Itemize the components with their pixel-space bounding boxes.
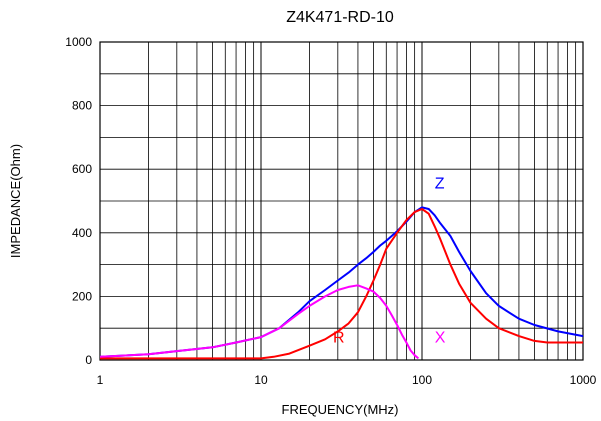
series-label-x: X: [435, 330, 446, 347]
plot-frame: [99, 41, 584, 361]
x-tick-label: 10: [254, 373, 268, 387]
plot-border: [99, 41, 584, 361]
y-tick-label: 800: [72, 99, 92, 113]
y-tick-label: 600: [72, 162, 92, 176]
series-label-z: Z: [435, 175, 445, 192]
tick-labels: 1 10 100 1000 0 200 400 600 800 1000: [65, 35, 596, 387]
y-tick-label: 0: [85, 353, 92, 367]
series-label-r: R: [333, 330, 345, 347]
x-axis-label: FREQUENCY(MHz): [282, 402, 399, 417]
series-group: [99, 206, 584, 360]
y-tick-label: 400: [72, 226, 92, 240]
x-tick-label: 1000: [570, 373, 597, 387]
y-axis-label: IMPEDANCE(Ohm): [8, 144, 23, 258]
y-tick-label: 200: [72, 289, 92, 303]
y-tick-label: 1000: [65, 35, 92, 49]
x-tick-label: 1: [97, 373, 104, 387]
series-labels: Z R X: [333, 175, 446, 346]
series-line-x: [99, 284, 420, 360]
chart-title: Z4K471-RD-10: [286, 9, 394, 26]
series-line-r: [100, 208, 583, 360]
x-tick-label: 100: [412, 373, 432, 387]
